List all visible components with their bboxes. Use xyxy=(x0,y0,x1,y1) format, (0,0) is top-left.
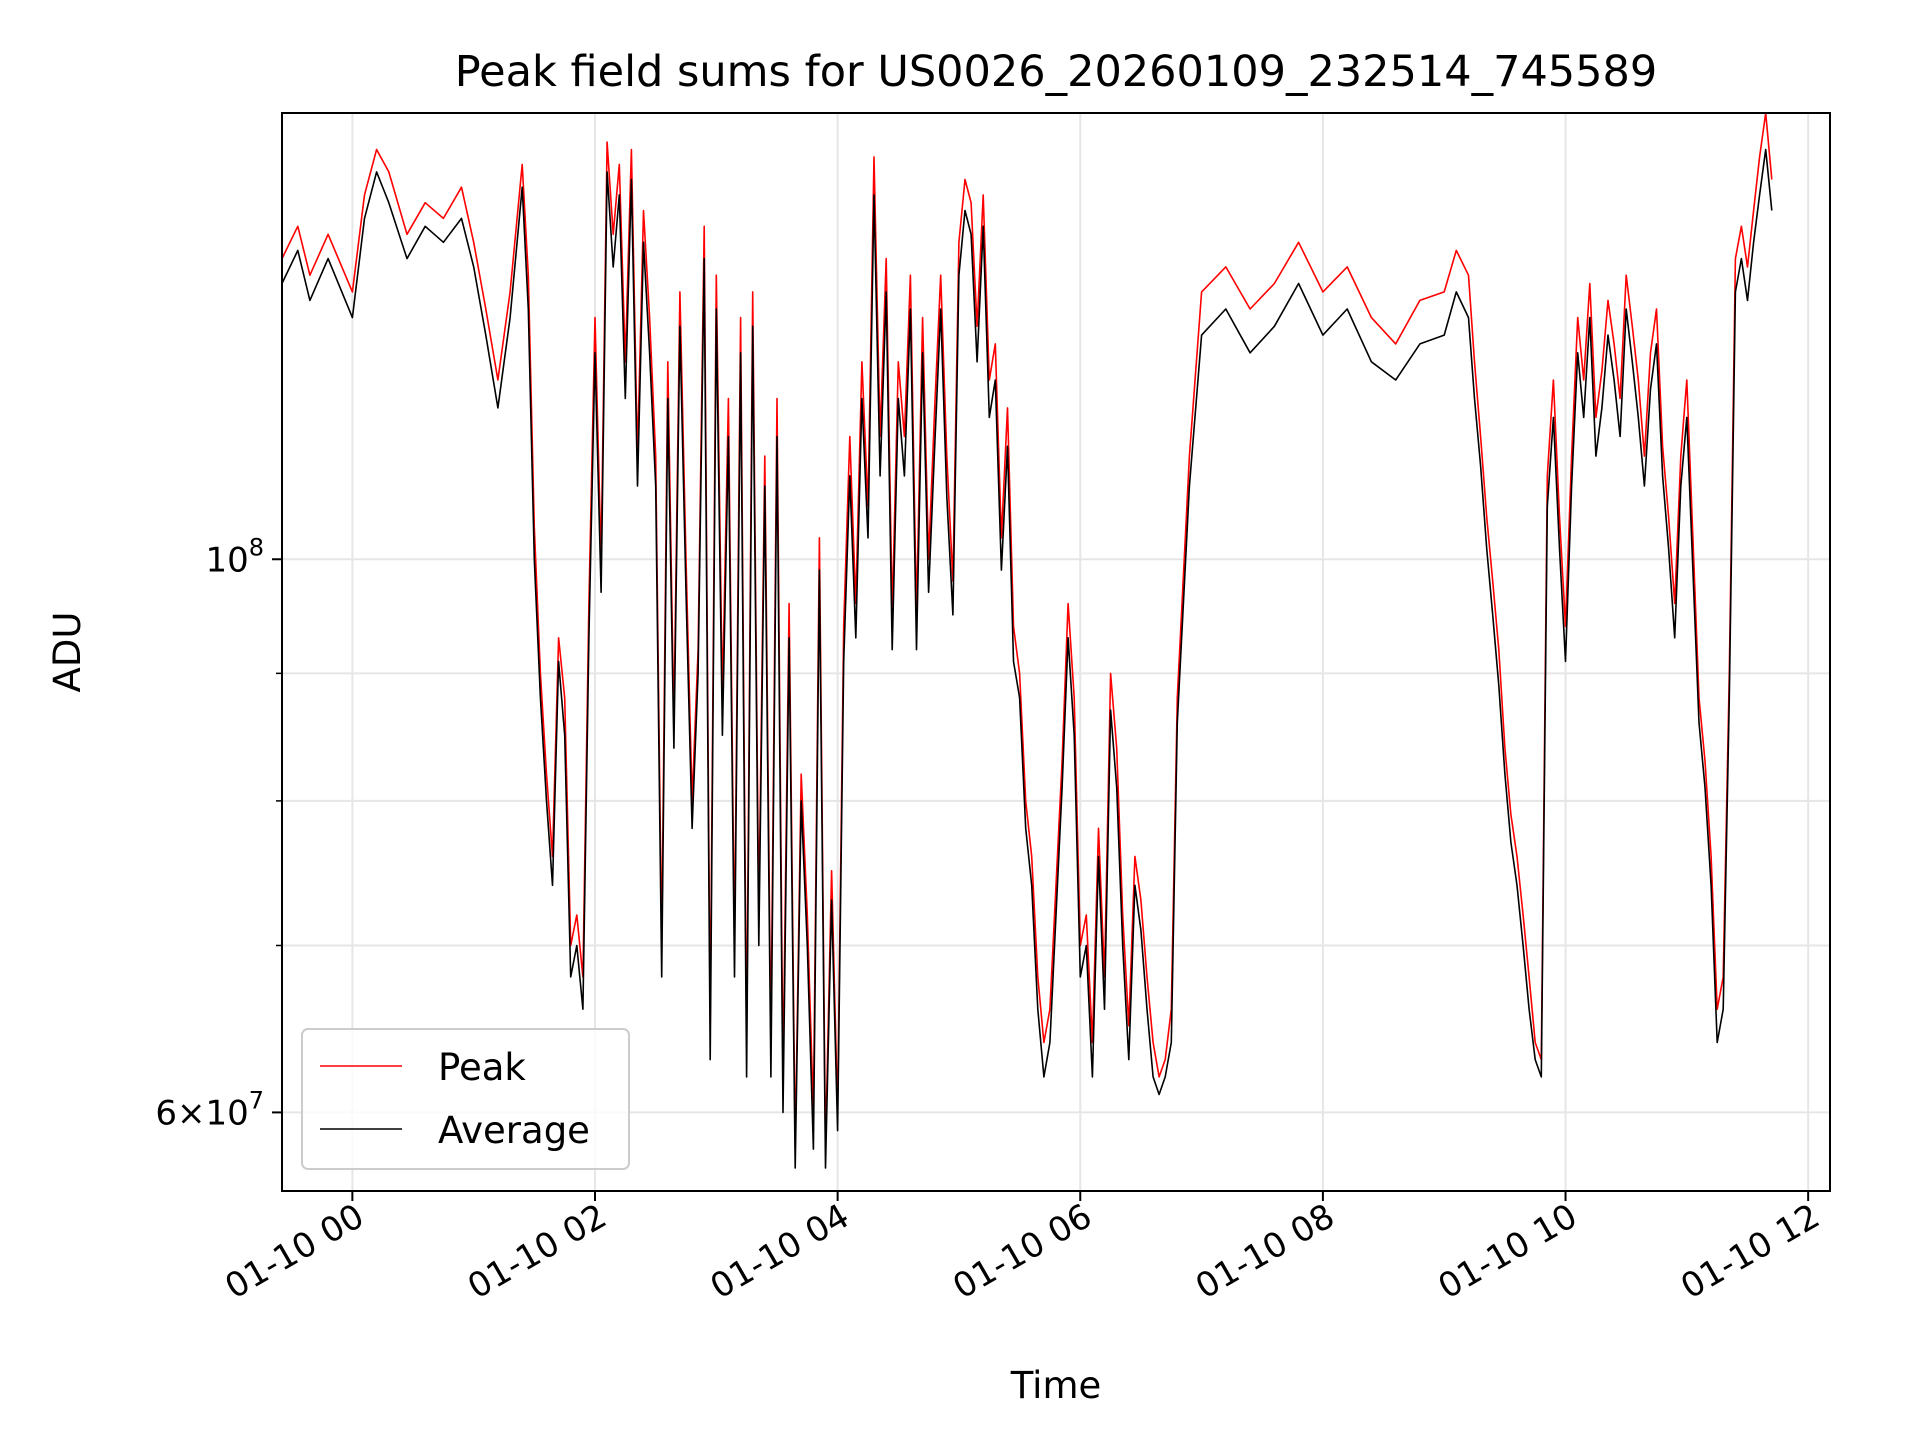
y-tick-label: 108 xyxy=(205,533,264,580)
y-tick-label: 6×107 xyxy=(155,1086,264,1133)
legend-peak-label: Peak xyxy=(438,1046,526,1089)
legend-box xyxy=(301,1028,630,1170)
y-tick-base: 10 xyxy=(205,1093,248,1133)
y-tick-exponent: 8 xyxy=(249,533,264,561)
y-axis-label: ADU xyxy=(46,612,89,693)
series-line-peak xyxy=(281,112,1773,1150)
y-tick-base: 10 xyxy=(205,540,248,580)
chart-title: Peak field sums for US0026_20260109_2325… xyxy=(455,47,1658,97)
y-tick-exponent: 7 xyxy=(249,1086,264,1114)
series-line-average xyxy=(281,148,1773,1169)
legend[interactable]: Peak Average xyxy=(301,1028,630,1170)
legend-average-label: Average xyxy=(438,1109,590,1152)
plot-frame xyxy=(281,112,1831,1192)
y-tick-multiplier: 6× xyxy=(155,1093,205,1133)
plot-series xyxy=(281,112,1773,1169)
x-axis-label: Time xyxy=(1010,1364,1102,1407)
